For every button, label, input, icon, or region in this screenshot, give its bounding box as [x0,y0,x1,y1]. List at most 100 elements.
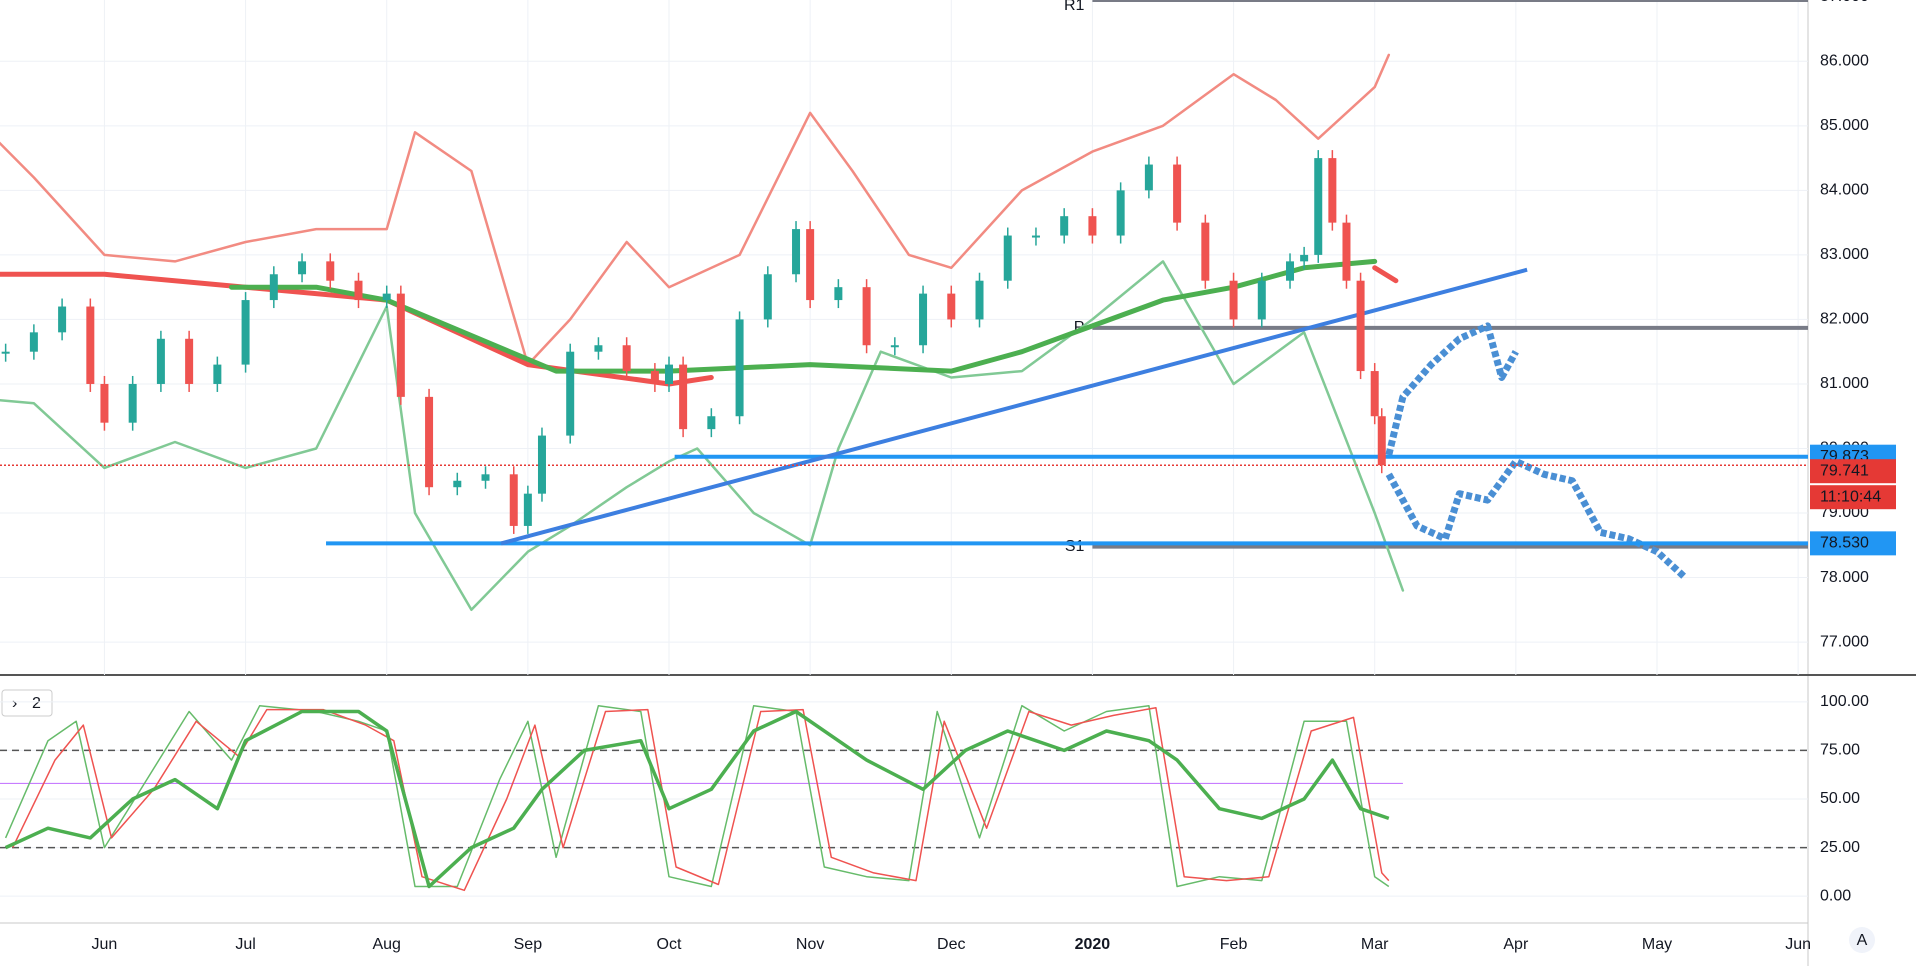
candle [1003,235,1012,281]
pivot-label: R1 [1064,0,1085,14]
x-tick-label: Nov [796,936,824,953]
x-tick-label: May [1642,936,1672,953]
indicator-line [0,53,1391,366]
countdown-tag [1810,485,1896,510]
candle [1300,254,1309,262]
candle [509,474,518,526]
y-tick-label: 0.00 [1820,887,1851,904]
candle [679,364,688,430]
candle [665,364,674,384]
candle [241,300,250,365]
candle [1257,280,1266,320]
candle [382,293,391,301]
y-tick-label: 86.000 [1820,53,1869,70]
candle [481,474,490,481]
x-tick-label: Jun [1785,936,1811,953]
candle [1060,216,1069,236]
candle [1088,216,1097,236]
candle [1286,261,1295,281]
oscillator-line [4,709,1390,889]
x-tick-label: Dec [937,936,965,953]
y-tick-label: 87.000 [1820,0,1869,5]
y-tick-label: 81.000 [1820,375,1869,392]
candle [947,293,956,320]
auto-scale-label[interactable]: A [1857,932,1868,949]
y-tick-label: 25.00 [1820,839,1860,856]
candle [862,287,871,346]
price-tag-label: 79.741 [1820,462,1869,479]
candle [523,493,532,526]
candle [156,338,165,384]
pane-toggle-box[interactable] [1,689,53,717]
candle [890,345,899,348]
plot [0,701,1808,897]
y-tick-label: 78.000 [1820,569,1869,586]
candle [1173,164,1182,223]
x-tick-label: Jul [235,936,255,953]
countdown-label: 11:10:44 [1820,488,1881,505]
x-tick-label: Jun [92,936,118,953]
candle [354,280,363,301]
candle [735,319,744,417]
candle [1314,158,1323,255]
y-tick-label: 82.000 [1820,311,1869,328]
candle [566,351,575,436]
pane-toggle-icon[interactable]: › [12,695,17,712]
pane-toggle[interactable]: › 2 [1,689,53,717]
price-tag [1810,531,1896,556]
candle [1356,280,1365,372]
candle [834,287,843,301]
y-tick-label: 85.000 [1820,117,1869,134]
x-tick-label: Sep [514,936,543,953]
x-tick-label: Oct [657,936,682,953]
price-tag-label: 78.530 [1820,535,1869,552]
candle [425,396,434,488]
candle [100,383,109,423]
candle [269,274,278,301]
candle [326,261,335,281]
pivot-label: P [1074,319,1085,336]
y-tick-label: 83.000 [1820,246,1869,263]
pivot-label: S1 [1065,538,1085,555]
trend-line [500,267,1528,546]
candle [1328,158,1337,223]
candle [29,332,38,352]
candle [128,383,137,423]
x-tick-label: Apr [1503,936,1529,953]
indicator-line [1385,322,1519,456]
price-tag [1810,459,1896,484]
candle [185,338,194,384]
candle [1377,416,1386,466]
candle [1229,280,1238,320]
candle [806,229,815,301]
auto-scale-button[interactable] [1849,927,1875,953]
candle [763,274,772,320]
candle [1,351,10,354]
candle [298,261,307,275]
candle [622,345,631,372]
x-tick-label: Feb [1220,936,1248,953]
candle [396,293,405,397]
candle [650,371,659,384]
indicator-line [1385,457,1688,581]
candle [453,480,462,488]
candle [86,306,95,384]
candle [537,435,546,494]
candle [213,364,222,384]
candle [594,345,603,352]
candle [58,306,67,333]
candle [1201,222,1210,281]
pane-label: 2 [32,695,41,712]
candle [1342,222,1351,281]
plot: R1 P S1 [0,0,1808,675]
candle [975,280,984,320]
x-tick-label: 2020 [1075,936,1111,953]
y-tick-label: 50.00 [1820,790,1860,807]
y-tick-label: 100.00 [1820,693,1869,710]
candle [707,416,716,430]
y-tick-label: 77.000 [1820,633,1869,650]
candle [1370,371,1379,417]
candle [1144,164,1153,191]
